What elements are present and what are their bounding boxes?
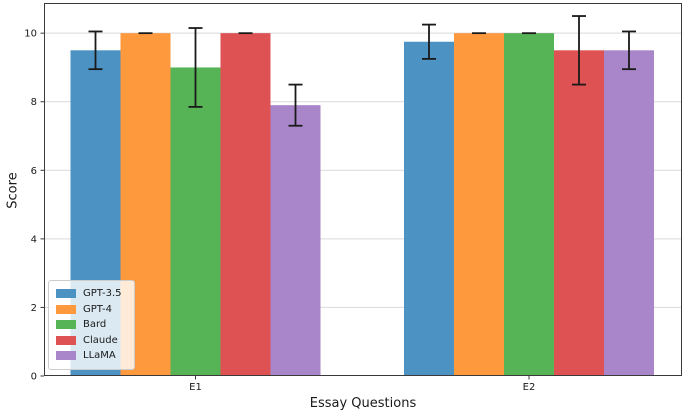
plot-border [44, 3, 682, 376]
bar-bard-e2 [504, 33, 554, 376]
legend-swatch [56, 335, 76, 345]
legend-item: LLaMA [56, 348, 127, 364]
legend-item: Bard [56, 317, 127, 333]
legend: GPT-3.5 GPT-4 Bard Claude LLaMA [48, 280, 135, 370]
bar-claude-e1 [220, 33, 271, 376]
y-tick-label: 2 [31, 303, 37, 314]
legend-label: GPT-4 [83, 303, 112, 315]
bar-gpt4-e2 [454, 33, 504, 376]
legend-item: Claude [56, 333, 127, 349]
legend-item: GPT-3.5 [56, 286, 127, 302]
legend-label: GPT-3.5 [83, 288, 122, 300]
x-axis-label: Essay Questions [309, 396, 417, 411]
legend-swatch [56, 289, 76, 299]
bar-llama-e1 [270, 105, 321, 376]
y-tick-label: 10 [24, 29, 37, 40]
bar-gpt35-e2 [404, 41, 454, 376]
x-tick-label: E2 [523, 382, 536, 393]
legend-swatch [56, 320, 76, 330]
bar-claude-e2 [554, 50, 604, 376]
legend-label: Claude [83, 334, 118, 346]
bar-bard-e1 [170, 67, 221, 376]
legend-swatch [56, 304, 76, 314]
bar-llama-e2 [604, 50, 654, 376]
y-tick-label: 8 [31, 97, 37, 108]
x-tick-label: E1 [189, 382, 202, 393]
y-tick-label: 4 [31, 234, 37, 245]
y-axis-label: Score [5, 172, 21, 209]
y-tick-label: 6 [31, 166, 37, 177]
legend-swatch [56, 351, 76, 361]
legend-label: LLaMA [83, 350, 116, 362]
legend-item: GPT-4 [56, 302, 127, 318]
legend-label: Bard [83, 319, 107, 331]
y-tick-label: 0 [31, 372, 37, 383]
